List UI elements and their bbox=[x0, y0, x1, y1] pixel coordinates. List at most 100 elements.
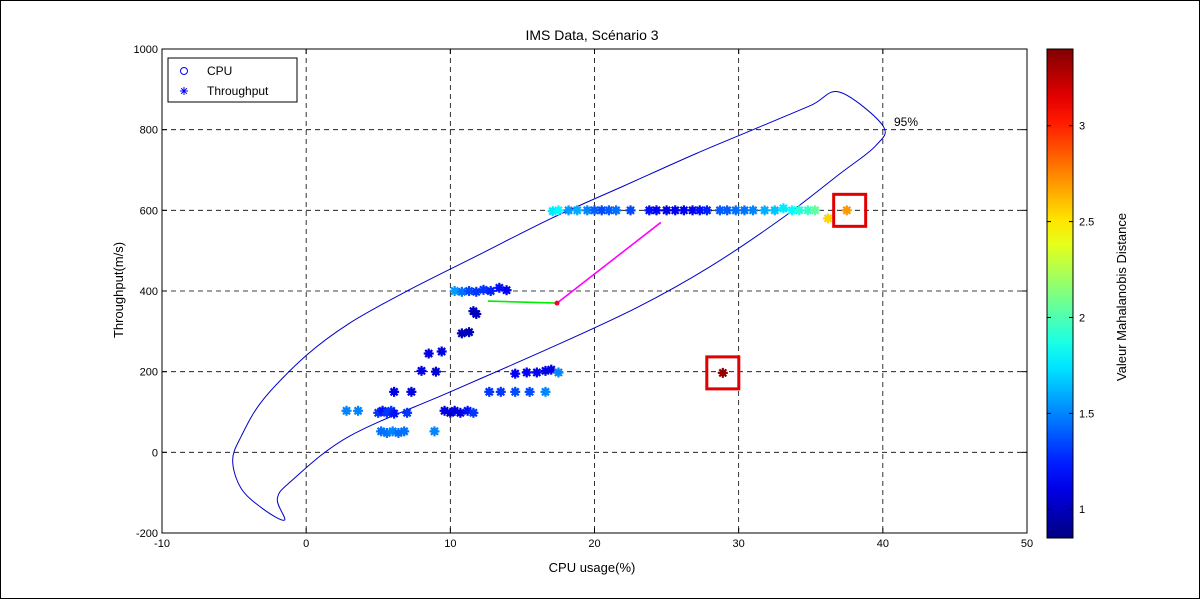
point-core bbox=[788, 206, 796, 214]
anomaly-highlight-box bbox=[832, 192, 868, 228]
point-core bbox=[390, 410, 398, 418]
data-point bbox=[495, 386, 506, 397]
data-point bbox=[510, 368, 521, 379]
y-tick-label: 400 bbox=[140, 286, 158, 298]
point-core bbox=[390, 388, 398, 396]
point-core bbox=[732, 206, 740, 214]
data-point bbox=[823, 213, 834, 224]
y-tick-label: 0 bbox=[152, 447, 158, 459]
point-core bbox=[716, 206, 724, 214]
data-point bbox=[759, 205, 770, 216]
y-tick-label: 1000 bbox=[134, 44, 158, 56]
y-tick-label: -200 bbox=[136, 528, 158, 540]
x-tick-label: 50 bbox=[1021, 538, 1033, 550]
data-point bbox=[778, 203, 789, 214]
point-core bbox=[400, 427, 408, 435]
data-point bbox=[670, 205, 681, 216]
y-tick-label: 200 bbox=[140, 367, 158, 379]
point-core bbox=[779, 204, 787, 212]
data-point bbox=[484, 386, 495, 397]
colorbar-tick-label: 1.5 bbox=[1079, 408, 1094, 420]
data-point bbox=[456, 328, 467, 339]
trajectory-line bbox=[556, 221, 662, 304]
point-core bbox=[605, 206, 613, 214]
data-point bbox=[717, 367, 728, 378]
data-point bbox=[678, 205, 689, 216]
point-core bbox=[425, 350, 433, 357]
data-point bbox=[730, 205, 741, 216]
data-point bbox=[531, 367, 542, 378]
point-core bbox=[485, 388, 493, 396]
data-point bbox=[694, 205, 705, 216]
colorbar-tick-label: 3 bbox=[1079, 121, 1085, 133]
data-point bbox=[485, 286, 496, 296]
point-core bbox=[343, 407, 350, 415]
point-core bbox=[431, 427, 438, 435]
data-point bbox=[464, 327, 475, 338]
data-point bbox=[389, 408, 400, 419]
point-core bbox=[526, 388, 534, 396]
point-core bbox=[565, 206, 572, 214]
y-axis-label: Throughput(m/s) bbox=[111, 242, 126, 338]
data-point bbox=[471, 286, 482, 297]
point-core bbox=[680, 206, 688, 214]
point-core bbox=[547, 366, 555, 374]
data-point bbox=[389, 386, 400, 397]
point-core bbox=[804, 206, 812, 214]
point-core bbox=[795, 206, 803, 214]
point-core bbox=[354, 407, 362, 415]
point-core bbox=[627, 206, 634, 214]
data-point bbox=[769, 205, 780, 216]
x-tick-label: 10 bbox=[444, 538, 456, 550]
point-core bbox=[612, 206, 620, 214]
point-core bbox=[645, 206, 653, 214]
point-core bbox=[653, 206, 660, 214]
point-core bbox=[432, 368, 440, 376]
ellipse-confidence-label: 95% bbox=[894, 115, 918, 129]
data-point bbox=[603, 205, 614, 216]
data-point bbox=[651, 205, 662, 216]
point-core bbox=[663, 206, 670, 214]
point-core bbox=[458, 288, 466, 296]
point-core bbox=[470, 409, 477, 417]
data-point bbox=[399, 426, 410, 437]
data-point bbox=[341, 405, 352, 416]
point-core bbox=[451, 287, 459, 295]
point-core bbox=[811, 206, 819, 214]
point-core bbox=[495, 284, 503, 292]
point-core bbox=[843, 206, 851, 214]
data-point bbox=[553, 205, 564, 216]
data-point bbox=[540, 386, 551, 397]
legend-star-stroke bbox=[180, 87, 188, 95]
legend-marker-throughput bbox=[180, 87, 188, 95]
y-tick-label: 600 bbox=[140, 205, 158, 217]
chart-title: IMS Data, Scénario 3 bbox=[525, 27, 658, 43]
data-point bbox=[810, 205, 821, 216]
data-point bbox=[501, 285, 512, 296]
point-core bbox=[771, 206, 779, 214]
data-point bbox=[524, 386, 535, 397]
x-tick-label: 40 bbox=[877, 538, 889, 550]
colorbar-tick-label: 1 bbox=[1079, 504, 1085, 516]
point-core bbox=[480, 286, 487, 294]
trajectory-marker bbox=[554, 300, 560, 306]
data-point bbox=[714, 205, 725, 216]
point-core bbox=[555, 369, 562, 376]
throughput-points bbox=[341, 203, 852, 438]
data-point bbox=[430, 366, 441, 377]
point-core bbox=[458, 329, 466, 337]
data-point bbox=[739, 205, 750, 216]
data-point bbox=[429, 426, 440, 437]
point-core bbox=[542, 388, 549, 396]
point-core bbox=[403, 409, 411, 417]
point-core bbox=[749, 206, 757, 214]
data-point bbox=[436, 346, 447, 357]
point-core bbox=[671, 206, 679, 214]
point-core bbox=[583, 206, 591, 214]
colorbar-tick-label: 2.5 bbox=[1079, 217, 1094, 229]
data-point bbox=[423, 348, 434, 359]
x-tick-label: 0 bbox=[303, 538, 309, 550]
point-core bbox=[598, 206, 606, 214]
data-point bbox=[471, 308, 482, 319]
